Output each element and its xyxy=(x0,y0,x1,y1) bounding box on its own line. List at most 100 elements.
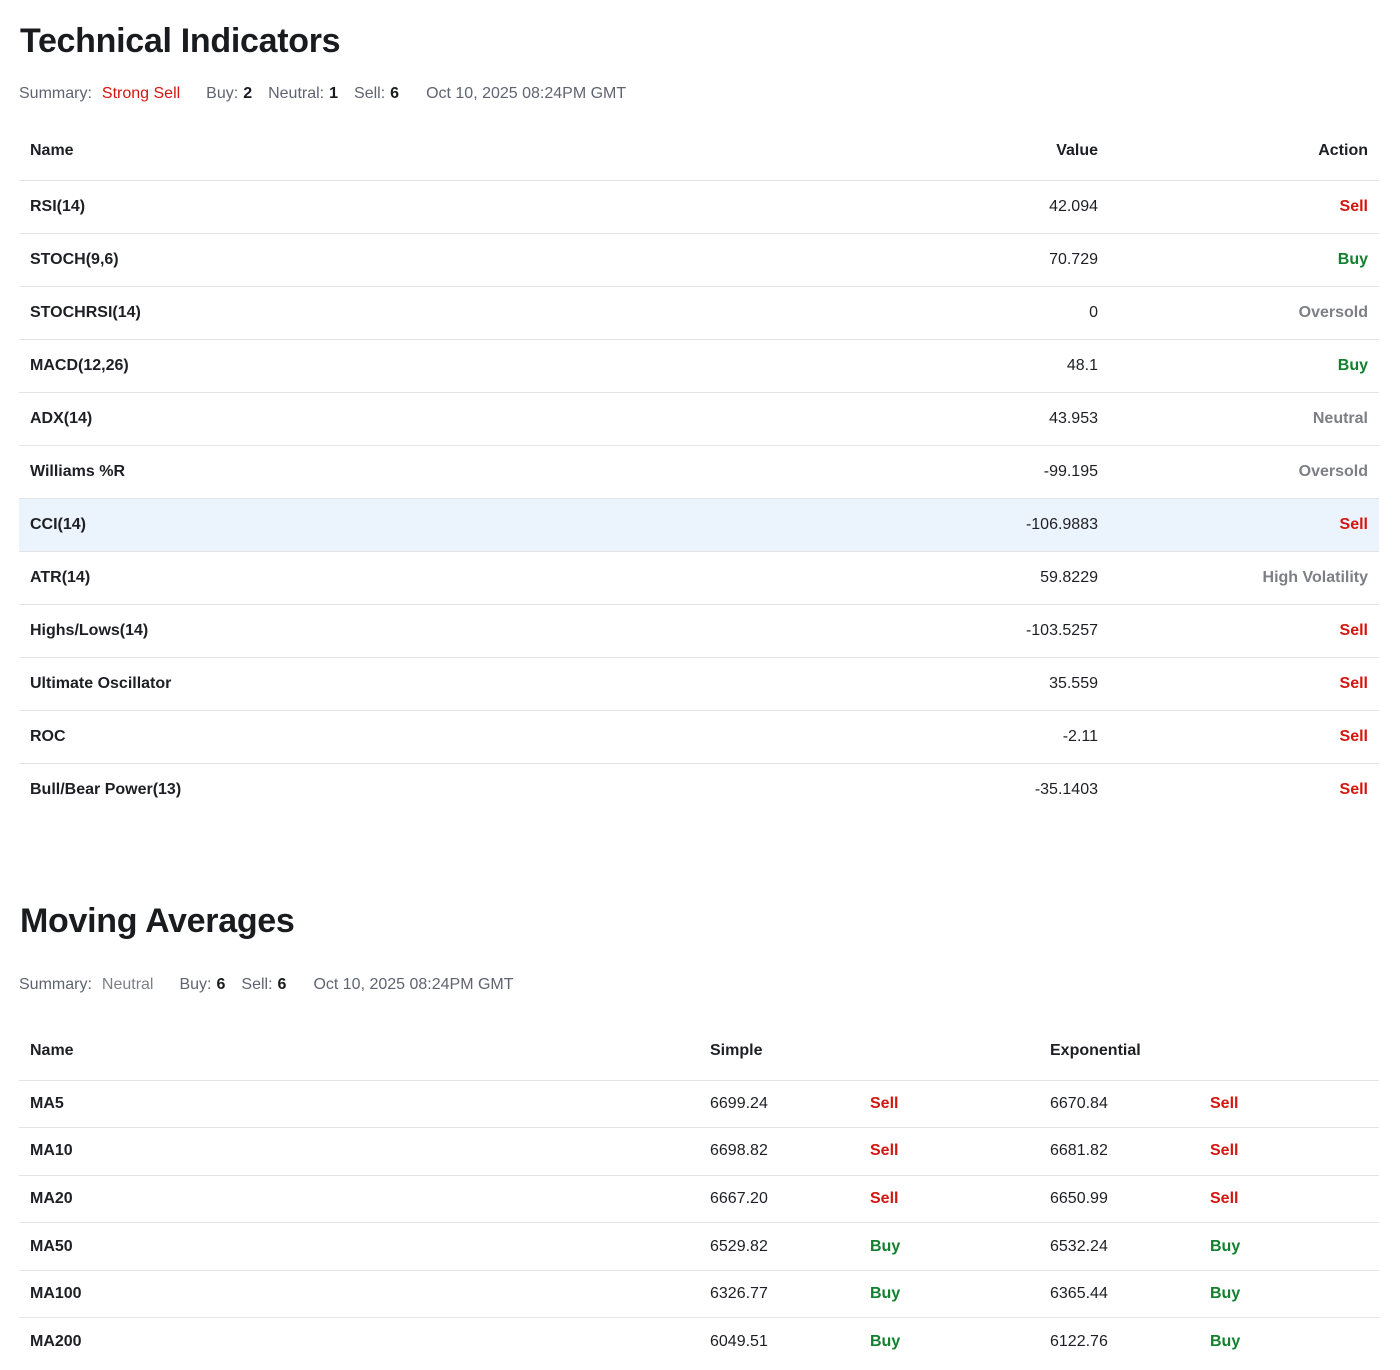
simple-action: Sell xyxy=(859,1174,1039,1223)
column-header-exponential: Exponential xyxy=(1050,1041,1141,1059)
summary-signal: Strong Sell xyxy=(101,85,181,102)
technical-summary: Summary: Strong Sell Buy: 2 Neutral: 1 S… xyxy=(19,85,626,103)
summary-timestamp: Oct 10, 2025 08:24PM GMT xyxy=(426,85,627,102)
table-row[interactable]: MA50 6529.82 Buy 6532.24 Buy xyxy=(19,1222,1379,1271)
table-row[interactable]: MACD(12,26) 48.1 Buy xyxy=(19,338,1379,392)
exponential-value: 6532.24 xyxy=(1039,1222,1199,1271)
indicator-name: Bull/Bear Power(13) xyxy=(19,762,799,816)
table-row[interactable]: Highs/Lows(14) -103.5257 Sell xyxy=(19,603,1379,657)
table-header-row: Name Simple Exponential xyxy=(19,1022,1379,1080)
sell-count: 6 xyxy=(390,85,400,102)
simple-value: 6326.77 xyxy=(699,1269,859,1318)
indicator-name: ADX(14) xyxy=(19,391,799,445)
simple-value: 6698.82 xyxy=(699,1127,859,1176)
indicator-action: Oversold xyxy=(1109,285,1379,339)
simple-action: Sell xyxy=(859,1127,1039,1176)
table-row[interactable]: MA20 6667.20 Sell 6650.99 Sell xyxy=(19,1174,1379,1223)
indicator-value: 43.953 xyxy=(799,391,1109,445)
indicator-name: STOCH(9,6) xyxy=(19,232,799,286)
indicator-value: 70.729 xyxy=(799,232,1109,286)
simple-action: Buy xyxy=(859,1317,1039,1366)
exponential-value: 6365.44 xyxy=(1039,1269,1199,1318)
table-row[interactable]: Bull/Bear Power(13) -35.1403 Sell xyxy=(19,762,1379,816)
indicator-name: STOCHRSI(14) xyxy=(19,285,799,339)
indicator-action: Sell xyxy=(1109,497,1379,551)
simple-action: Buy xyxy=(859,1269,1039,1318)
simple-action: Buy xyxy=(859,1222,1039,1271)
simple-value: 6049.51 xyxy=(699,1317,859,1366)
column-header-name: Name xyxy=(30,1041,74,1059)
exponential-action: Buy xyxy=(1199,1222,1379,1271)
indicator-action: Neutral xyxy=(1109,391,1379,445)
buy-count: 6 xyxy=(216,976,226,993)
table-row[interactable]: CCI(14) -106.9883 Sell xyxy=(19,497,1379,551)
indicator-action: Sell xyxy=(1109,603,1379,657)
ma-name: MA100 xyxy=(19,1269,699,1318)
table-row[interactable]: ROC -2.11 Sell xyxy=(19,709,1379,763)
summary-timestamp: Oct 10, 2025 08:24PM GMT xyxy=(313,976,514,993)
simple-action: Sell xyxy=(859,1079,1039,1128)
sell-count: 6 xyxy=(277,976,287,993)
exponential-action: Sell xyxy=(1199,1127,1379,1176)
indicator-name: Williams %R xyxy=(19,444,799,498)
indicator-value: 35.559 xyxy=(799,656,1109,710)
indicator-value: -103.5257 xyxy=(799,603,1109,657)
indicator-name: ATR(14) xyxy=(19,550,799,604)
technical-indicators-table: Name Value Action RSI(14) 42.094 Sell STOCH… xyxy=(19,122,1379,816)
indicator-action: Sell xyxy=(1109,656,1379,710)
ma-name: MA10 xyxy=(19,1127,699,1176)
table-row[interactable]: MA10 6698.82 Sell 6681.82 Sell xyxy=(19,1127,1379,1176)
column-header-action: Action xyxy=(1318,141,1368,159)
indicator-action: Sell xyxy=(1109,709,1379,763)
exponential-value: 6650.99 xyxy=(1039,1174,1199,1223)
table-row[interactable]: ADX(14) 43.953 Neutral xyxy=(19,391,1379,445)
indicator-value: 48.1 xyxy=(799,338,1109,392)
indicator-value: 0 xyxy=(799,285,1109,339)
indicator-action: Buy xyxy=(1109,232,1379,286)
buy-label: Buy: xyxy=(206,85,239,102)
table-row[interactable]: MA5 6699.24 Sell 6670.84 Sell xyxy=(19,1079,1379,1128)
indicator-name: RSI(14) xyxy=(19,179,799,233)
table-header-row: Name Value Action xyxy=(19,122,1379,180)
column-header-name: Name xyxy=(30,141,74,159)
exponential-value: 6122.76 xyxy=(1039,1317,1199,1366)
table-row[interactable]: MA200 6049.51 Buy 6122.76 Buy xyxy=(19,1317,1379,1366)
indicator-name: Ultimate Oscillator xyxy=(19,656,799,710)
ma-name: MA20 xyxy=(19,1174,699,1223)
indicator-value: -99.195 xyxy=(799,444,1109,498)
table-row[interactable]: MA100 6326.77 Buy 6365.44 Buy xyxy=(19,1269,1379,1318)
table-row[interactable]: Ultimate Oscillator 35.559 Sell xyxy=(19,656,1379,710)
moving-averages-table: Name Simple Exponential MA5 6699.24 Sell 66… xyxy=(19,1022,1379,1366)
ma-name: MA50 xyxy=(19,1222,699,1271)
exponential-action: Sell xyxy=(1199,1079,1379,1128)
ma-name: MA200 xyxy=(19,1317,699,1366)
neutral-label: Neutral: xyxy=(268,85,325,102)
table-row[interactable]: STOCHRSI(14) 0 Oversold xyxy=(19,285,1379,339)
table-row[interactable]: Williams %R -99.195 Oversold xyxy=(19,444,1379,498)
ma-name: MA5 xyxy=(19,1079,699,1128)
indicator-name: MACD(12,26) xyxy=(19,338,799,392)
column-header-value: Value xyxy=(1056,141,1098,159)
table-row[interactable]: RSI(14) 42.094 Sell xyxy=(19,179,1379,233)
summary-label: Summary: xyxy=(19,85,92,102)
indicator-action: Sell xyxy=(1109,762,1379,816)
table-row[interactable]: STOCH(9,6) 70.729 Buy xyxy=(19,232,1379,286)
neutral-count: 1 xyxy=(329,85,339,102)
exponential-value: 6681.82 xyxy=(1039,1127,1199,1176)
exponential-action: Buy xyxy=(1199,1317,1379,1366)
column-header-simple: Simple xyxy=(710,1041,763,1059)
buy-count: 2 xyxy=(243,85,253,102)
summary-label: Summary: xyxy=(19,976,92,993)
table-row[interactable]: ATR(14) 59.8229 High Volatility xyxy=(19,550,1379,604)
sell-label: Sell: xyxy=(354,85,386,102)
indicator-name: ROC xyxy=(19,709,799,763)
indicator-action: Oversold xyxy=(1109,444,1379,498)
indicator-value: 42.094 xyxy=(799,179,1109,233)
indicator-action: Sell xyxy=(1109,179,1379,233)
indicator-name: Highs/Lows(14) xyxy=(19,603,799,657)
exponential-action: Buy xyxy=(1199,1269,1379,1318)
exponential-action: Sell xyxy=(1199,1174,1379,1223)
indicator-action: Buy xyxy=(1109,338,1379,392)
indicator-value: -2.11 xyxy=(799,709,1109,763)
indicator-action: High Volatility xyxy=(1109,550,1379,604)
